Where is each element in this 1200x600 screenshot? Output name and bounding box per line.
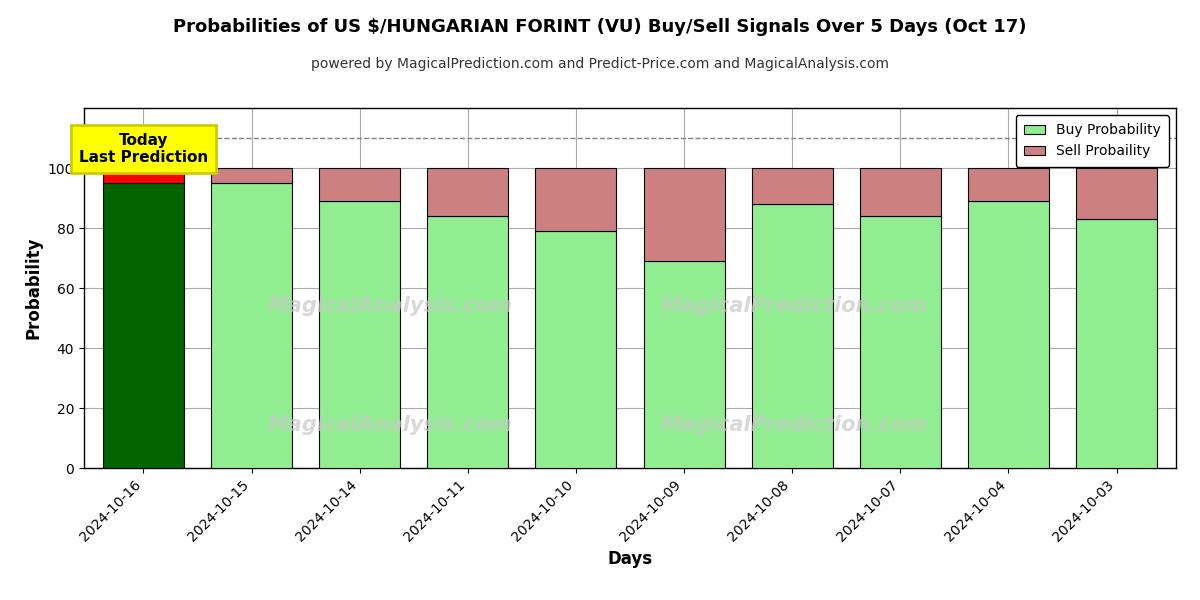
Bar — [968, 168, 1049, 201]
Legend: Buy Probability, Sell Probaility: Buy Probability, Sell Probaility — [1015, 115, 1169, 167]
Bar — [643, 261, 725, 468]
Bar — [968, 201, 1049, 468]
Bar — [319, 168, 401, 201]
Bar — [751, 168, 833, 204]
Bar — [643, 168, 725, 261]
Bar — [859, 168, 941, 216]
Bar — [1076, 219, 1157, 468]
Bar — [103, 183, 184, 468]
Text: powered by MagicalPrediction.com and Predict-Price.com and MagicalAnalysis.com: powered by MagicalPrediction.com and Pre… — [311, 57, 889, 71]
Text: MagicalAnalysis.com: MagicalAnalysis.com — [268, 296, 512, 316]
Text: MagicalAnalysis.com: MagicalAnalysis.com — [268, 415, 512, 435]
Bar — [427, 168, 509, 216]
Text: Today
Last Prediction: Today Last Prediction — [79, 133, 208, 165]
Y-axis label: Probability: Probability — [24, 237, 42, 339]
X-axis label: Days: Days — [607, 550, 653, 568]
Bar — [427, 216, 509, 468]
Bar — [535, 168, 617, 231]
Bar — [211, 168, 292, 183]
Text: Probabilities of US $/HUNGARIAN FORINT (VU) Buy/Sell Signals Over 5 Days (Oct 17: Probabilities of US $/HUNGARIAN FORINT (… — [173, 18, 1027, 36]
Bar — [1076, 168, 1157, 219]
Bar — [535, 231, 617, 468]
Bar — [211, 183, 292, 468]
Bar — [859, 216, 941, 468]
Bar — [319, 201, 401, 468]
Bar — [103, 168, 184, 183]
Text: MagicalPrediction.com: MagicalPrediction.com — [660, 415, 928, 435]
Bar — [751, 204, 833, 468]
Text: MagicalPrediction.com: MagicalPrediction.com — [660, 296, 928, 316]
